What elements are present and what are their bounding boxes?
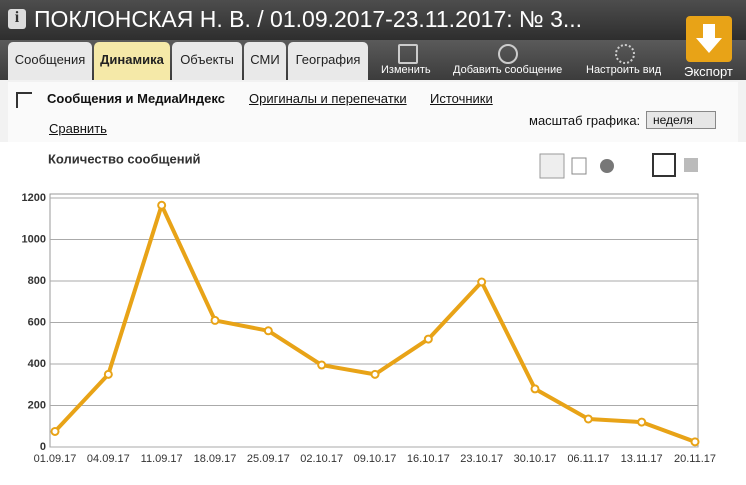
x-tick-label: 01.09.17 (34, 453, 77, 465)
export-icon (696, 24, 722, 53)
x-tick-label: 18.09.17 (194, 453, 237, 465)
scale-label: масштаб графика: (529, 113, 641, 128)
plot-area (49, 193, 699, 448)
y-tick-label: 600 (28, 316, 46, 328)
x-tick-label: 23.10.17 (460, 453, 503, 465)
x-tick-label: 13.11.17 (621, 453, 663, 465)
point (370, 369, 380, 379)
y-tick-label: 200 (28, 399, 46, 411)
point (157, 200, 167, 210)
point (317, 360, 327, 370)
subnav-link[interactable]: Сообщения и МедиаИндекс (47, 91, 225, 106)
back-icon[interactable] (16, 92, 32, 108)
point (210, 315, 220, 325)
tab[interactable]: Динамика (94, 42, 170, 80)
x-tick-label: 20.11.17 (674, 453, 716, 465)
pie-chart-button[interactable] (600, 159, 614, 173)
x-tick-label: 25.09.17 (247, 453, 290, 465)
bar-chart-button[interactable] (571, 157, 587, 175)
point (530, 384, 540, 394)
y-tick-label: 400 (28, 358, 46, 370)
tab[interactable]: СМИ (244, 42, 286, 80)
add-icon (498, 44, 518, 64)
subnav-link[interactable]: Источники (430, 91, 493, 106)
tab[interactable]: Сообщения (8, 42, 92, 80)
header: i ПОКЛОНСКАЯ Н. В. / 01.09.2017-23.11.20… (0, 0, 746, 40)
settings-icon (615, 44, 635, 64)
x-tick-label: 16.10.17 (407, 453, 450, 465)
point (583, 414, 593, 424)
subnav-link[interactable]: Оригиналы и перепечатки (249, 91, 407, 106)
x-tick-label: 06.11.17 (567, 453, 609, 465)
info-icon[interactable]: i (8, 9, 26, 29)
toolbar-button[interactable]: Настроить вид (586, 64, 662, 76)
toolbar-button[interactable]: Добавить сообщение (453, 64, 563, 76)
page-title: ПОКЛОНСКАЯ Н. В. / 01.09.2017-23.11.2017… (34, 6, 583, 32)
point (690, 437, 700, 447)
point (50, 426, 60, 436)
export-button[interactable] (686, 16, 732, 62)
point (263, 326, 273, 336)
point (637, 417, 647, 427)
edit-icon (398, 44, 418, 64)
y-tick-label: 1200 (22, 192, 46, 204)
x-tick-label: 02.10.17 (300, 453, 343, 465)
chart-title: Количество сообщений (48, 151, 201, 166)
point (423, 334, 433, 344)
x-tick-label: 09.10.17 (354, 453, 397, 465)
line-chart-button[interactable] (539, 153, 565, 179)
export-label[interactable]: Экспорт (684, 64, 733, 79)
scale-select[interactable]: неделя (646, 111, 716, 129)
point (103, 369, 113, 379)
x-tick-label: 04.09.17 (87, 453, 130, 465)
x-tick-label: 30.10.17 (514, 453, 557, 465)
toolbar-button[interactable]: Изменить (381, 64, 431, 76)
tab[interactable]: Объекты (172, 42, 242, 80)
3d-button[interactable] (684, 158, 698, 172)
y-tick-label: 0 (40, 441, 46, 453)
2d-button[interactable] (652, 153, 676, 177)
chart: Количество сообщений 0 200 400 600 800 1000 12… (0, 142, 746, 485)
y-tick-label: 1000 (22, 233, 46, 245)
subnav: Сообщения и МедиаИндекс Оригиналы и пере… (8, 82, 738, 143)
tab[interactable]: География (288, 42, 368, 80)
compare-link[interactable]: Сравнить (49, 121, 107, 136)
x-tick-label: 11.09.17 (141, 453, 183, 465)
y-tick-label: 800 (28, 275, 46, 287)
point (477, 277, 487, 287)
